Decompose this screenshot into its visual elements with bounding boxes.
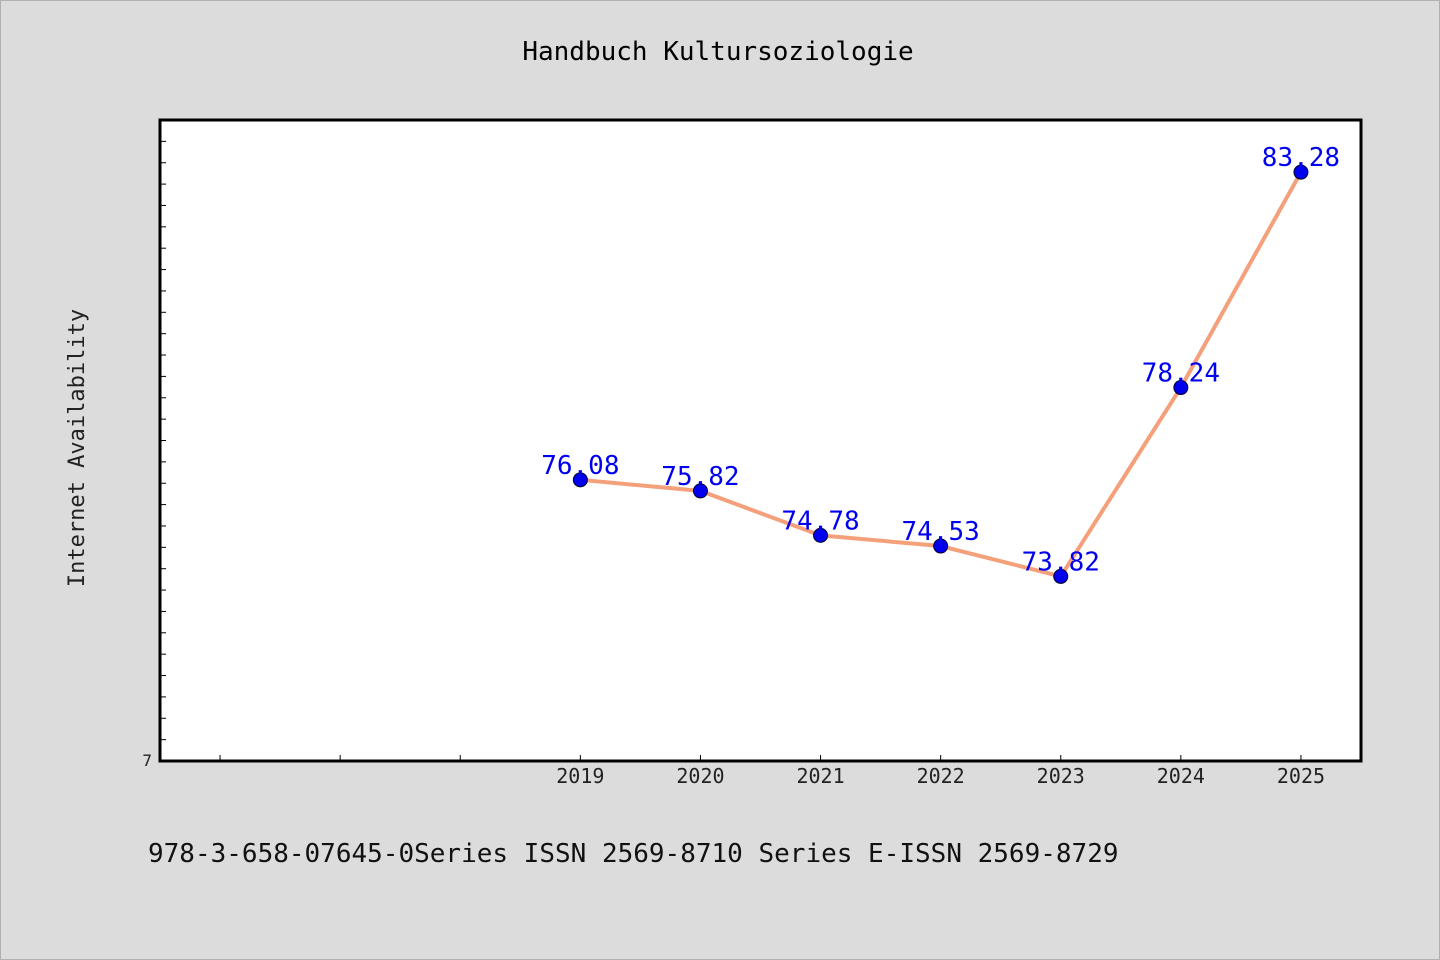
x-axis-ticks: 2019 2020 2021 2022 2023 2024 2025 (219, 755, 1325, 788)
y-axis-label: Internet Availability (65, 309, 90, 587)
x-tick-label: 2023 (1037, 764, 1085, 788)
x-tick-label: 2022 (917, 764, 965, 788)
x-tick-label: 2020 (676, 764, 724, 788)
y-axis-ticks (159, 140, 166, 741)
y-axis-min-label: 7 (142, 751, 152, 770)
data-label: 78.24 (1142, 359, 1220, 389)
data-point (933, 538, 949, 554)
data-point (1053, 568, 1069, 584)
x-tick-label: 2024 (1157, 764, 1205, 788)
data-label: 74.53 (902, 517, 980, 547)
x-tick-label: 2021 (796, 764, 844, 788)
data-point (1173, 380, 1189, 396)
data-point (572, 472, 588, 488)
data-label: 76.08 (541, 451, 619, 481)
x-tick-label: 2019 (556, 764, 604, 788)
data-label: 75.82 (661, 462, 739, 492)
data-label: 83.28 (1262, 143, 1340, 173)
plot-area (158, 118, 1363, 763)
footer-isbn-issn: 978-3-658-07645-0Series ISSN 2569-8710 S… (148, 839, 1119, 869)
data-label: 74.78 (781, 506, 859, 536)
data-point (1293, 164, 1309, 180)
data-point (692, 483, 708, 499)
data-label: 73.82 (1022, 547, 1100, 577)
chart-title: Handbuch Kultursoziologie (522, 37, 913, 67)
x-tick-label: 2025 (1277, 764, 1325, 788)
series-group: 76.08 75.82 74.78 74.53 73.82 78.24 83.28 (541, 143, 1340, 584)
data-point (813, 527, 829, 543)
